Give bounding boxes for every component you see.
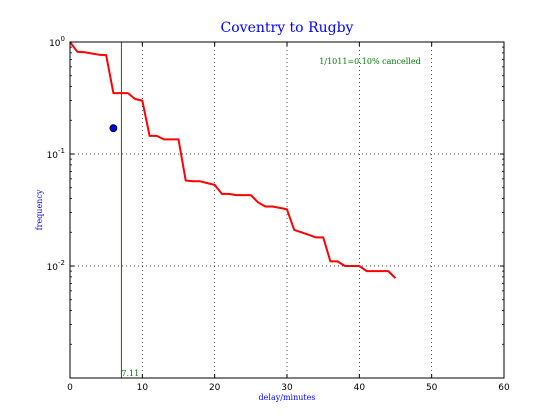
data-series: 7.11 bbox=[69, 41, 397, 378]
x-tick-label: 30 bbox=[281, 383, 293, 393]
x-tick-label: 50 bbox=[426, 383, 438, 393]
x-tick-label: 10 bbox=[137, 383, 149, 393]
y-tick-label: 10-1 bbox=[47, 147, 65, 161]
frequency-line bbox=[69, 41, 397, 279]
axis-ticks: 0 10 20 30 40 50 60 100 10-1 10-2 bbox=[47, 35, 510, 393]
mean-delay-label: 7.11 bbox=[121, 369, 139, 378]
x-tick-label: 20 bbox=[209, 383, 221, 393]
y-tick-label: 100 bbox=[49, 35, 65, 49]
y-tick-label: 10-2 bbox=[47, 259, 65, 273]
annotation-cancelled: 1/1011=0.10% cancelled bbox=[319, 57, 420, 66]
x-axis-label: delay/minutes bbox=[259, 393, 316, 402]
x-tick-label: 60 bbox=[498, 383, 510, 393]
y-axis-label: frequency bbox=[35, 189, 44, 230]
grid bbox=[70, 42, 504, 378]
x-tick-label: 40 bbox=[354, 383, 366, 393]
chart-title: Coventry to Rugby bbox=[221, 20, 354, 36]
mean-point-marker bbox=[109, 124, 118, 133]
x-tick-label: 0 bbox=[67, 383, 73, 393]
